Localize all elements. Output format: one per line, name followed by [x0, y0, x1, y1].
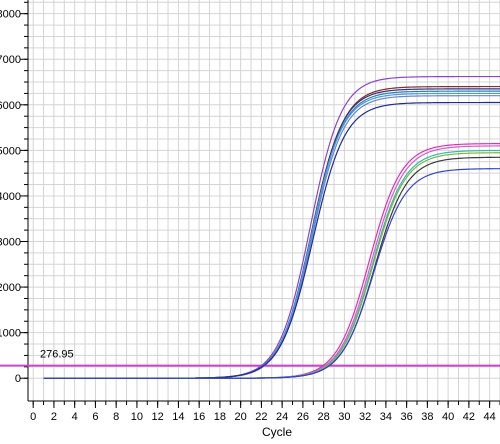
x-tick-label: 18	[214, 411, 226, 423]
y-tick-label: 8000	[0, 9, 21, 21]
amplification-curve	[43, 168, 500, 379]
x-tick-label: 24	[276, 411, 288, 423]
x-tick-label: 2	[51, 411, 57, 423]
x-tick-label: 16	[193, 411, 205, 423]
x-tick-label: 30	[338, 411, 350, 423]
x-tick-label: 26	[297, 411, 309, 423]
y-tick-label: 0	[15, 373, 21, 385]
x-tick-label: 36	[401, 411, 413, 423]
y-tick-label: 7000	[0, 54, 21, 66]
x-tick-label: 28	[318, 411, 330, 423]
y-tick-label: 1000	[0, 328, 21, 340]
gridlines	[28, 0, 500, 401]
x-tick-label: 34	[380, 411, 392, 423]
x-axis-title: Cycle	[262, 425, 292, 439]
x-tick-label: 38	[421, 411, 433, 423]
x-tick-label: 0	[30, 411, 36, 423]
x-tick-label: 42	[463, 411, 475, 423]
axes: 0 2 4 6 8 10 12 14 16 18 20 22 24 26 28 30 32 34 36 38 40 42 4…	[0, 0, 500, 423]
threshold: 276.95	[0, 349, 500, 367]
x-tick-label: 44	[484, 411, 496, 423]
y-tick-label: 2000	[0, 282, 21, 294]
x-tick-label: 20	[235, 411, 247, 423]
x-tick-label: 22	[255, 411, 267, 423]
series-lines	[43, 75, 500, 379]
x-tick-label: 6	[92, 411, 98, 423]
x-tick-label: 8	[113, 411, 119, 423]
x-tick-label: 4	[72, 411, 78, 423]
x-tick-label: 10	[131, 411, 143, 423]
y-tick-label: 5000	[0, 145, 21, 157]
y-tick-label: 6000	[0, 100, 21, 112]
x-tick-label: 40	[442, 411, 454, 423]
x-tick-label: 32	[359, 411, 371, 423]
y-tick-label: 3000	[0, 237, 21, 249]
x-tick-label: 12	[152, 411, 164, 423]
x-tick-label: 14	[172, 411, 184, 423]
threshold-label: 276.95	[40, 349, 74, 361]
